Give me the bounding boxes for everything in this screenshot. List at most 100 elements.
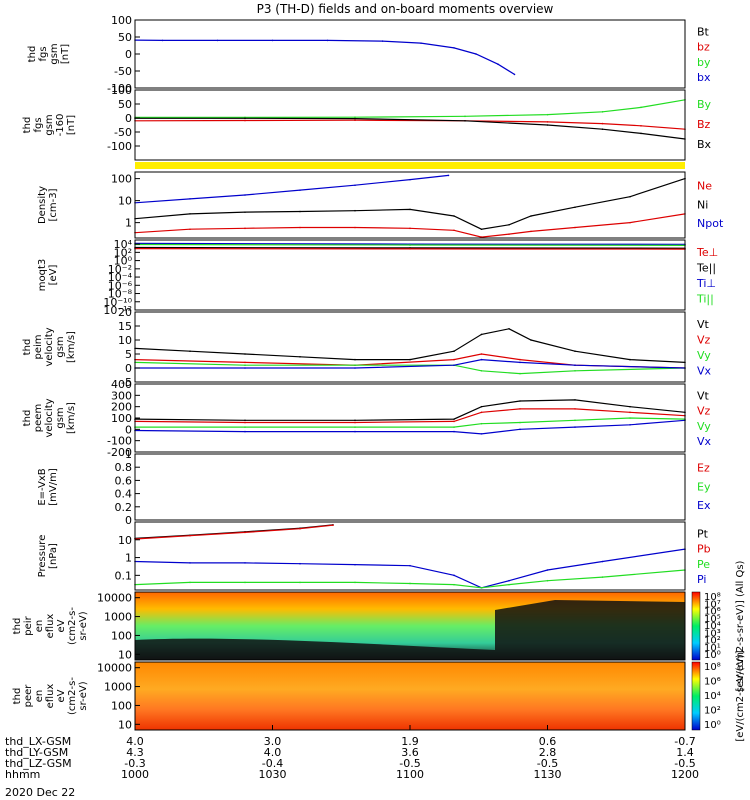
panel-frame [134,89,686,161]
y-axis-label: thd [22,339,33,356]
y-axis-label: (cm2-s- [67,607,78,645]
point-Vt [354,358,356,361]
point-Vy [480,422,483,425]
y-tick-label: -50 [114,126,132,139]
separator-band [135,162,685,169]
point-bx [497,63,499,65]
point-bx [453,47,455,49]
y-axis-label: velocity [44,398,55,437]
point-Ni [354,209,356,212]
point-Vz [244,421,246,424]
spectrogram-low-count-region [135,600,685,660]
series-By [135,99,686,119]
point-bx [271,39,274,42]
legend-Npot: Npot [697,217,724,230]
point-Bx [464,120,466,122]
point-Vx [519,361,521,364]
y-axis-label: E=-VxB [37,468,48,505]
y-tick-label: 10000 [97,662,132,675]
x-axis-value: 1200 [671,768,699,781]
y-tick-label: 0 [125,423,132,436]
y-axis-label: thd [12,618,23,635]
point-Vx [354,367,356,369]
point-Vt [409,358,411,361]
y-tick-label: 0 [125,112,132,125]
colorbar-tick-label: 10⁷ [704,599,721,610]
y-tick-label: 100 [111,699,132,712]
y-axis-label: thd [22,117,33,134]
colorbar-tick-label: 10⁶ [704,677,721,688]
point-Ni [453,215,455,217]
point-Ne [629,221,631,224]
point-bx [161,39,164,42]
y-tick-label: 15 [118,320,132,333]
point-Pi [546,569,549,571]
y-tick-label: 10⁻⁶ [108,279,133,292]
point-Ti|| [409,244,411,246]
point-Pe [601,576,604,578]
point-Vt [299,356,301,358]
series-bx [134,39,515,75]
x-axis-value: 1030 [259,768,287,781]
y-tick-label: 100 [111,629,132,642]
y-axis-label: peim [33,334,44,359]
y-axis-label: peer [23,684,34,708]
colorbar-tick-label: 10⁴ [704,621,721,632]
y-tick-label: 10⁰ [114,255,133,268]
y-axis-label: -160 [55,114,66,137]
y-axis-label: eflux [45,684,56,709]
point-Vx [354,430,356,433]
x-axis-value: 4.0 [126,735,144,748]
y-axis-label: gsm [44,114,55,135]
legend-By: By [697,98,712,111]
point-Vz [453,420,455,423]
y-axis-label: Pressure [37,535,48,578]
point-Pb [332,524,334,527]
x-axis-value: 4.3 [126,746,144,759]
panel-3: 100 10 1 Density [cm-3] Ne Ni Npot [37,171,724,239]
panel-frame [134,383,686,453]
point-Pi [299,562,301,565]
series-Vt [134,328,686,363]
y-axis-label: sr-eV) [78,611,89,640]
point-Ne [244,227,246,230]
legend-Vz: Vz [697,405,711,418]
series-Pe [134,569,686,589]
point-Vz [354,421,356,424]
point-Vt [244,419,246,422]
panel-frame [134,171,686,239]
point-Ne [189,228,191,231]
y-axis-label: [km/s] [66,402,77,434]
point-Vx [480,358,483,361]
point-Pe [480,586,483,589]
x-axis-value: -0.3 [124,757,145,770]
point-Vz [574,408,576,410]
point-Vy [519,372,521,375]
series-Bx [135,117,686,140]
point-Vt [530,339,532,341]
point-Vx [574,364,576,367]
y-tick-label: 100 [111,84,132,97]
point-Vy [354,364,356,367]
colorbar-tick-label: 10⁸ [704,662,721,673]
legend-Vy: Vy [697,349,711,362]
point-Vt [453,418,455,420]
series-Vy [134,361,686,375]
point-Ne [480,236,483,238]
y-tick-label: 0.2 [115,501,133,514]
y-axis-label: velocity [44,327,55,366]
x-axis-value: -0.7 [674,735,695,748]
point-Bz [546,121,549,123]
y-tick-label: -100 [107,82,132,95]
point-By [464,115,466,118]
y-tick-label: -100 [107,435,132,448]
colorbar-scale [691,591,701,661]
y-axis-label: eflux [45,614,56,639]
point-Pi [354,563,356,566]
y-axis-label: thd [22,410,33,427]
point-Bz [354,119,356,122]
point-Bx [640,132,642,135]
point-Pb [244,531,246,534]
point-By [640,106,642,109]
